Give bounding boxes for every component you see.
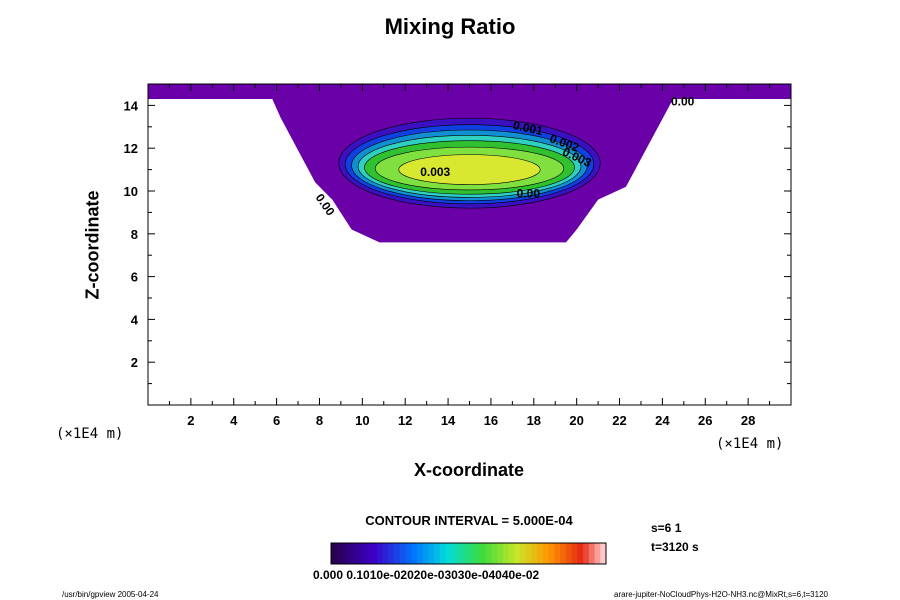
- chart-title: Mixing Ratio: [384, 14, 516, 39]
- x-tick-label: 18: [527, 413, 541, 428]
- colorbar-cell: [348, 543, 355, 564]
- colorbar-cell: [514, 543, 521, 564]
- colorbar-cell: [537, 543, 544, 564]
- colorbar-cell: [353, 543, 361, 564]
- colorbar-cell: [497, 543, 504, 564]
- colorbar-cell: [491, 543, 498, 564]
- x-tick-label: 4: [230, 413, 238, 428]
- x-tick-label: 22: [612, 413, 626, 428]
- colorbar-cell: [434, 543, 441, 564]
- colorbar-cell: [474, 543, 481, 564]
- colorbar-cell: [382, 543, 389, 564]
- x-tick-label: 28: [741, 413, 755, 428]
- colorbar-cell: [342, 543, 349, 564]
- colorbar-cell: [405, 543, 412, 564]
- colorbar-label: 0.000 0.1010e-02020e-03030e-04040e-02: [313, 568, 540, 582]
- colorbar-cell: [422, 543, 429, 564]
- x-tick-label: 8: [316, 413, 323, 428]
- y-tick-label: 2: [131, 355, 138, 370]
- colorbar-cell: [600, 543, 607, 564]
- colorbar-cell: [583, 543, 590, 564]
- colorbar-cell: [531, 543, 538, 564]
- colorbar-cell: [577, 543, 584, 564]
- colorbar-cell: [565, 543, 573, 564]
- contour-interval-text: CONTOUR INTERVAL = 5.000E-04: [365, 513, 573, 528]
- colorbar-cell: [520, 543, 527, 564]
- x-tick-label: 20: [569, 413, 583, 428]
- colorbar-cell: [485, 543, 492, 564]
- y-axis-label: Z-coordinate: [82, 190, 103, 300]
- contour-label: 0.00: [671, 94, 695, 108]
- colorbar-cell: [468, 543, 475, 564]
- colorbar-cell: [594, 543, 601, 564]
- x-tick-label: 26: [698, 413, 712, 428]
- colorbar-cell: [554, 543, 561, 564]
- colorbar-cell: [399, 543, 406, 564]
- contour-ring-6: [398, 154, 541, 185]
- x-tick-label: 14: [441, 413, 456, 428]
- x-tick-label: 6: [273, 413, 280, 428]
- info-t: t=3120 s: [651, 540, 699, 554]
- x-tick-label: 24: [655, 413, 670, 428]
- colorbar-cell: [331, 543, 338, 564]
- y-tick-label: 14: [124, 98, 139, 113]
- x-tick-label: 10: [355, 413, 369, 428]
- footer-left: /usr/bin/gpview 2005-04-24: [62, 590, 159, 599]
- y-tick-label: 4: [131, 312, 139, 327]
- colorbar-cell: [548, 543, 555, 564]
- colorbar-cell: [365, 543, 372, 564]
- info-s: s=6 1: [651, 521, 682, 535]
- colorbar-cell: [560, 543, 567, 564]
- contour-label: 0.003: [420, 165, 450, 179]
- colorbar-cell: [525, 543, 532, 564]
- y-tick-label: 10: [124, 184, 138, 199]
- colorbar-cell: [588, 543, 595, 564]
- colorbar-cell: [462, 543, 469, 564]
- y-tick-label: 12: [124, 141, 138, 156]
- colorbar-cell: [502, 543, 510, 564]
- colorbar-cell: [371, 543, 378, 564]
- colorbar-cell: [479, 543, 487, 564]
- colorbar-cell: [451, 543, 458, 564]
- y-tick-label: 8: [131, 227, 138, 242]
- contour-label: 0.00: [517, 186, 541, 200]
- colorbar-cell: [394, 543, 401, 564]
- colorbar-cell: [388, 543, 395, 564]
- colorbar-cell: [416, 543, 424, 564]
- colorbar-cell: [457, 543, 464, 564]
- x-axis-unit-left: (×1E4 m): [56, 426, 124, 442]
- x-axis-label: X-coordinate: [413, 460, 524, 480]
- colorbar-cell: [445, 543, 452, 564]
- colorbar-cell: [336, 543, 343, 564]
- colorbar-cell: [411, 543, 418, 564]
- footer-right: arare-jupiter-NoCloudPhys-H2O-NH3.nc@Mix…: [614, 590, 828, 599]
- x-tick-label: 2: [187, 413, 194, 428]
- contour-label: 0.001: [512, 118, 545, 138]
- x-tick-label: 12: [398, 413, 412, 428]
- colorbar-cell: [571, 543, 578, 564]
- colorbar-frame: [330, 542, 607, 565]
- colorbar-cell: [376, 543, 383, 564]
- colorbar-cell: [508, 543, 515, 564]
- x-tick-label: 16: [484, 413, 498, 428]
- colorbar-cell: [359, 543, 366, 564]
- x-axis-unit-right: (×1E4 m): [716, 436, 784, 452]
- colorbar-cell: [542, 543, 550, 564]
- colorbar-cell: [439, 543, 446, 564]
- colorbar-cell: [428, 543, 435, 564]
- y-tick-label: 6: [131, 270, 138, 285]
